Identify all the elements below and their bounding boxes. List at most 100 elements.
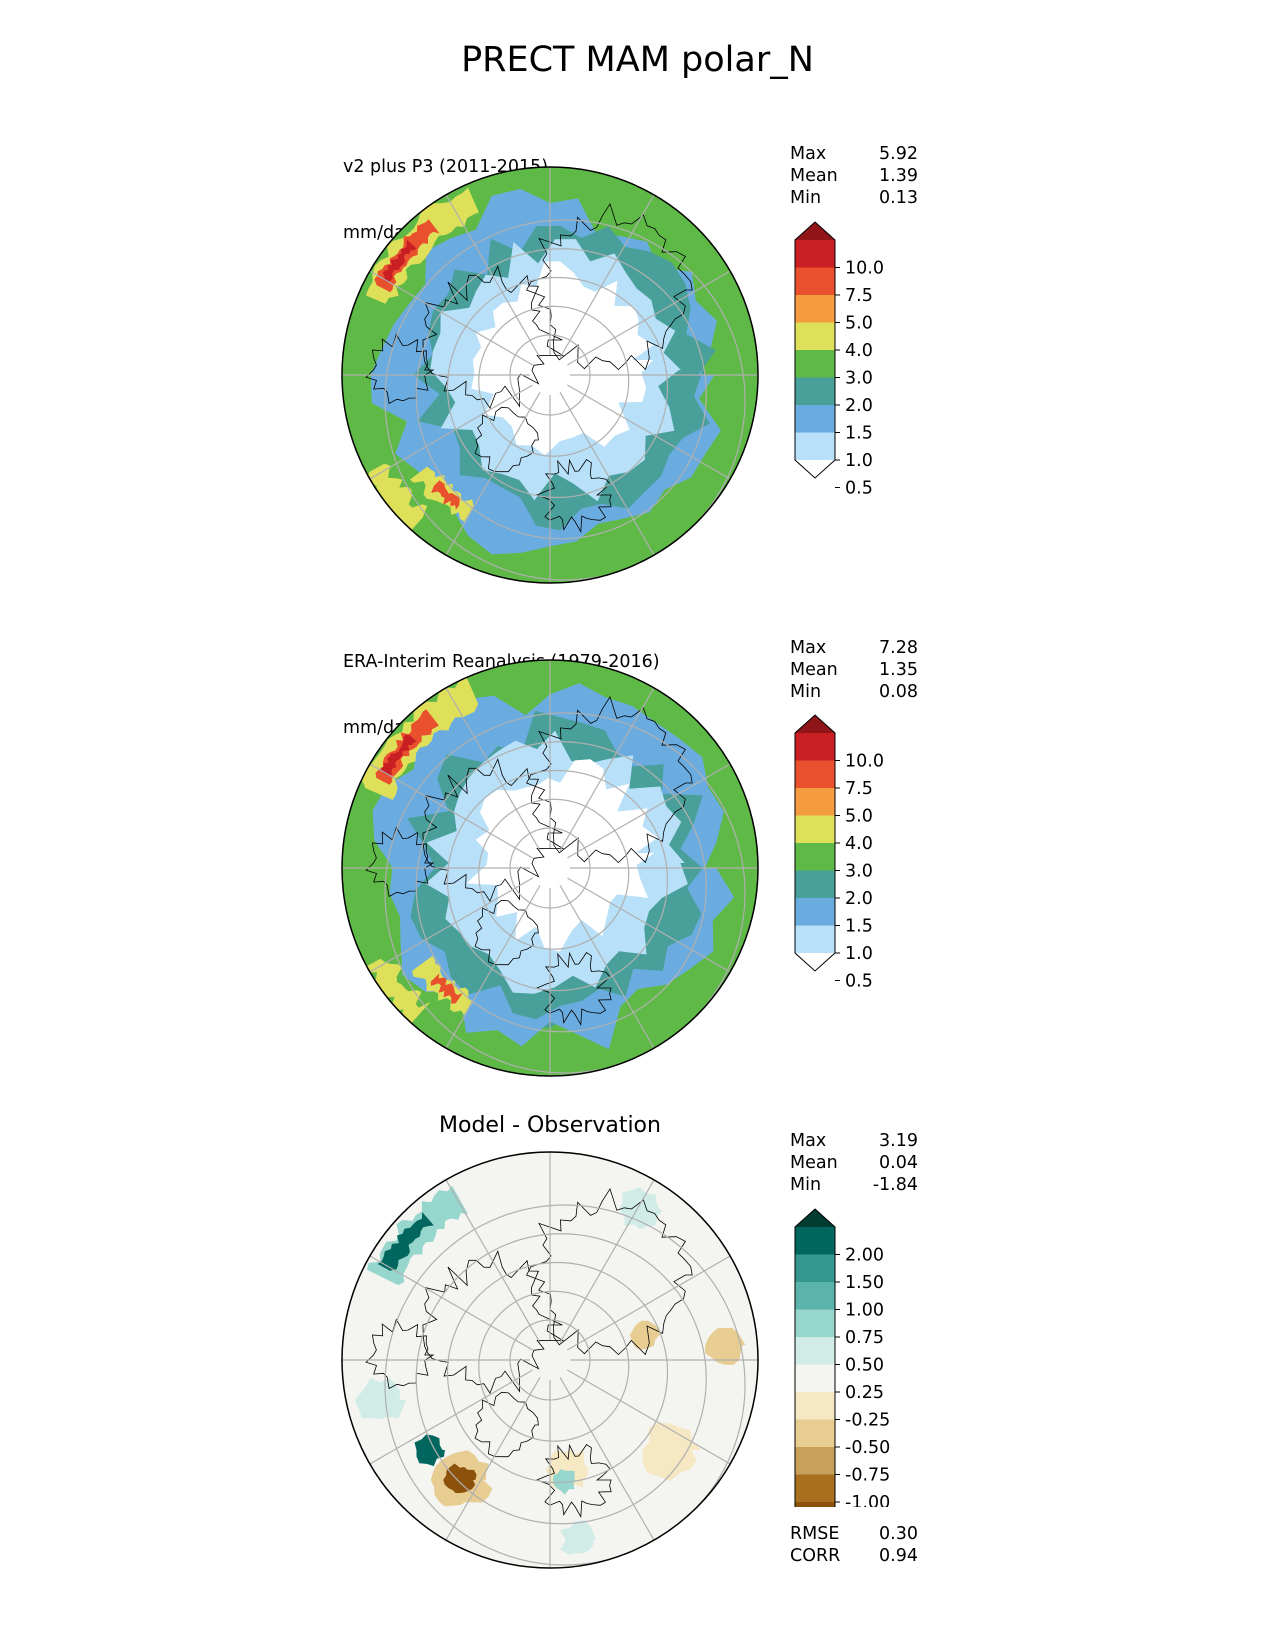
panel-1-colorbar-swatches xyxy=(795,222,835,478)
panel-3-coastlines xyxy=(365,1187,693,1519)
panel-3-map-boundary xyxy=(341,1151,759,1569)
panel-2-colorbar-swatch-6 xyxy=(795,870,835,898)
panel-3-colorbar-tick-label-4: 0.50 xyxy=(845,1356,884,1376)
panel-2-dataset-label: ERA-Interim Reanalysis (1979-2016) xyxy=(343,652,660,672)
panel-2-colorbar-tick-label-6: 1.5 xyxy=(845,917,873,937)
panel-1-colorbar-tick-label-5: 2.0 xyxy=(845,396,873,416)
panel-2-colorbar-tick-label-2: 5.0 xyxy=(845,807,873,827)
panel-3-colorbar-outline xyxy=(794,1208,836,1507)
panel-1-colorbar-tick-label-0: 10.0 xyxy=(845,259,884,279)
panel-1-coastlines xyxy=(365,202,693,534)
panel-1-colorbar-tick-label-2: 5.0 xyxy=(845,314,873,334)
panel-2-field xyxy=(342,660,758,1076)
panel-2-map-boundary xyxy=(341,659,759,1077)
panel-2-colorbar-swatch-3 xyxy=(795,788,835,816)
panel-1-colorbar: 10.0 7.5 5.0 4.0 3.0 2.0 1.5 1.0 0.5 xyxy=(794,221,884,499)
panel-1-colorbar-tick-label-6: 1.5 xyxy=(845,424,873,444)
panel-2-stats: Max 7.28 Mean 1.35 Min 0.08 xyxy=(790,637,918,703)
panel-2-stat-max: Max 7.28 xyxy=(790,638,918,658)
panel-2-colorbar-swatch-4 xyxy=(795,815,835,843)
panel-3-colorbar-tick-label-1: 1.50 xyxy=(845,1273,884,1293)
panel-3-colorbar-swatch-10 xyxy=(795,1474,835,1502)
panel-3-colorbar-swatch-11 xyxy=(795,1502,835,1507)
panel-1-colorbar-swatch-1 xyxy=(795,240,835,268)
panel-2-colorbar-tick-label-7: 1.0 xyxy=(845,944,873,964)
panel-1-colorbar-tick-label-1: 7.5 xyxy=(845,286,873,306)
panel-3-colorbar: 2.00 1.50 1.00 0.75 0.50 0.25 -0.25 -0.50 -0.75 -… xyxy=(794,1208,890,1507)
panel-2-colorbar-tick-label-8: 0.5 xyxy=(845,972,873,992)
panel-2-stat-min: Min 0.08 xyxy=(790,682,918,702)
panel-3-colorbar-swatch-2 xyxy=(795,1254,835,1282)
panel-3-title: Model - Observation xyxy=(439,1113,661,1138)
panel-2-colorbar-swatch-5 xyxy=(795,843,835,871)
panel-1-map-boundary xyxy=(341,166,759,584)
panel-1-stat-mean: Mean 1.39 xyxy=(790,166,918,186)
panel-1-stat-max: Max 5.92 xyxy=(790,144,918,164)
panel-3-stat-max: Max 3.19 xyxy=(790,1131,918,1151)
panel-1-colorbar-extend-min xyxy=(795,460,835,478)
panel-3-stat-min: Min -1.84 xyxy=(790,1175,918,1195)
panel-3-colorbar-swatch-3 xyxy=(795,1282,835,1310)
panel-1-colorbar-swatch-8 xyxy=(795,432,835,460)
panel-3-colorbar-tick-label-5: 0.25 xyxy=(845,1383,884,1403)
panel-2-colorbar-swatch-7 xyxy=(795,898,835,926)
panel-1-colorbar-tick-label-7: 1.0 xyxy=(845,451,873,471)
panel-2-label: ERA-Interim Reanalysis (1979-2016) mm/da… xyxy=(343,607,660,761)
panel-2-colorbar-tick-label-3: 4.0 xyxy=(845,834,873,854)
panel-3-stat-corr: CORR 0.94 xyxy=(790,1546,918,1566)
panel-3-colorbar-swatch-8 xyxy=(795,1419,835,1447)
panel-3-colorbar-swatches xyxy=(795,1209,835,1507)
panel-3-colorbar-extend-max xyxy=(795,1209,835,1227)
panel-1-colorbar-swatch-2 xyxy=(795,267,835,295)
panel-3-colorbar-swatch-4 xyxy=(795,1309,835,1337)
panel-2-colorbar: 10.0 7.5 5.0 4.0 3.0 2.0 1.5 1.0 0.5 xyxy=(794,714,884,992)
panel-2-colorbar-swatch-2 xyxy=(795,760,835,788)
panel-1-field xyxy=(342,167,758,583)
panel-2-colorbar-swatch-1 xyxy=(795,733,835,761)
panel-2-colorbar-tick-label-1: 7.5 xyxy=(845,779,873,799)
panel-3-colorbar-tick-label-9: -1.00 xyxy=(845,1493,890,1507)
panel-3-polar-map xyxy=(341,1151,759,1569)
panel-2-colorbar-extend-min xyxy=(795,953,835,971)
figure-title: PRECT MAM polar_N xyxy=(461,40,814,80)
panel-2-colorbar-tick-label-4: 3.0 xyxy=(845,862,873,882)
panel-3-stats: Max 3.19 Mean 0.04 Min -1.84 xyxy=(790,1130,918,1196)
panel-3-stat-mean: Mean 0.04 xyxy=(790,1153,918,1173)
panel-1-colorbar-swatch-7 xyxy=(795,405,835,433)
panel-1-colorbar-extend-max xyxy=(795,222,835,240)
panel-2-colorbar-swatches xyxy=(795,715,835,971)
panel-2-colorbar-extend-max xyxy=(795,715,835,733)
panel-1-stats: Max 5.92 Mean 1.39 Min 0.13 xyxy=(790,143,918,209)
panel-3-stat-rmse: RMSE 0.30 xyxy=(790,1524,918,1544)
panel-3-colorbar-swatch-7 xyxy=(795,1392,835,1420)
panel-3-colorbar-tick-label-8: -0.75 xyxy=(845,1466,890,1486)
panel-3-colorbar-tick-label-2: 1.00 xyxy=(845,1301,884,1321)
panel-3-colorbar-swatch-6 xyxy=(795,1364,835,1392)
panel-3-colorbar-tick-label-0: 2.00 xyxy=(845,1246,884,1266)
panel-3-colorbar-swatch-5 xyxy=(795,1337,835,1365)
panel-1-stat-min: Min 0.13 xyxy=(790,188,918,208)
panel-2-colorbar-tick-label-5: 2.0 xyxy=(845,889,873,909)
panel-1-colorbar-tick-label-4: 3.0 xyxy=(845,369,873,389)
panel-1-colorbar-tick-label-3: 4.0 xyxy=(845,341,873,361)
panel-2-colorbar-outline xyxy=(794,714,836,972)
panel-2-stat-mean: Mean 1.35 xyxy=(790,660,918,680)
panel-1-colorbar-outline xyxy=(794,221,836,479)
panel-3-extra-stats: RMSE 0.30 CORR 0.94 xyxy=(790,1523,918,1567)
panel-1-colorbar-swatch-5 xyxy=(795,350,835,378)
panel-3-colorbar-tick-label-6: -0.25 xyxy=(845,1411,890,1431)
panel-1-colorbar-tick-label-8: 0.5 xyxy=(845,479,873,499)
panel-2-coastlines xyxy=(365,695,693,1027)
panel-3-colorbar-swatch-1 xyxy=(795,1227,835,1255)
panel-1-colorbar-swatch-4 xyxy=(795,322,835,350)
panel-2-polar-map xyxy=(341,659,759,1077)
panel-3-colorbar-tick-label-7: -0.50 xyxy=(845,1438,890,1458)
panel-1-colorbar-swatch-3 xyxy=(795,295,835,323)
panel-2-colorbar-tick-label-0: 10.0 xyxy=(845,752,884,772)
panel-3-colorbar-tick-label-3: 0.75 xyxy=(845,1328,884,1348)
panel-2-colorbar-swatch-8 xyxy=(795,925,835,953)
panel-3-field xyxy=(342,1152,758,1568)
panel-1-colorbar-swatch-6 xyxy=(795,377,835,405)
panel-1-polar-map xyxy=(341,166,759,584)
panel-3-colorbar-swatch-9 xyxy=(795,1447,835,1475)
